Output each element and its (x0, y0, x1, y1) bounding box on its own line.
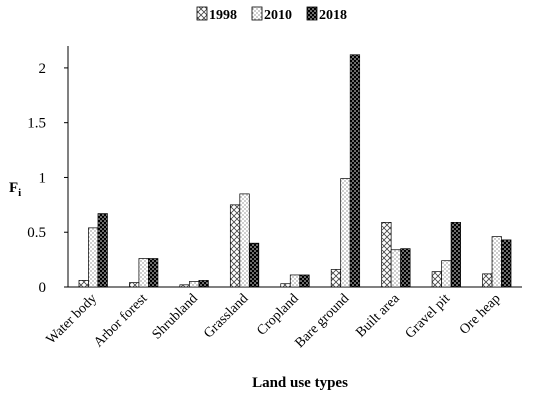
y-axis-title-subscript: i (18, 187, 21, 199)
bar-1998-3 (229, 204, 241, 288)
legend-label-2010: 2010 (264, 8, 292, 23)
bar-2010-3 (239, 193, 250, 288)
legend-label-2018: 2018 (319, 8, 347, 23)
bar-1998-2 (179, 284, 190, 288)
y-axis-title-main: F (9, 180, 18, 196)
legend: 1998 2010 2018 (196, 6, 347, 23)
bar-1998-7 (431, 271, 442, 288)
category-label: Shrubland (150, 291, 201, 342)
legend-item-2010: 2010 (251, 6, 292, 23)
bar-1998-1 (129, 282, 140, 288)
y-axis-title: Fi (9, 180, 21, 199)
legend-swatch-2010 (251, 6, 263, 21)
bar-2018-4 (299, 274, 310, 288)
y-tick-label: 1.5 (27, 116, 46, 132)
legend-swatch-2018 (306, 6, 318, 21)
y-tick-label: 1 (39, 170, 47, 186)
bar-2010-8 (491, 236, 502, 288)
y-tick-label: 0 (39, 280, 47, 296)
category-label: Bare ground (292, 291, 352, 351)
y-tick-labels: 0 0.5 1 1.5 2 (27, 61, 46, 296)
legend-swatch-1998 (196, 6, 208, 21)
y-tick-label: 0.5 (27, 225, 46, 241)
y-tick-label: 2 (39, 61, 47, 77)
bar-2010-5 (340, 178, 351, 288)
category-label: Cropland (254, 291, 301, 338)
bar-2010-4 (289, 274, 301, 288)
bar-2018-1 (148, 258, 159, 288)
category-label: Gravel pit (403, 291, 454, 342)
bars (78, 54, 512, 288)
bar-1998-6 (381, 222, 392, 288)
bar-2010-2 (189, 281, 200, 288)
bar-1998-5 (330, 269, 342, 288)
bar-2010-0 (88, 227, 99, 288)
category-label: Ore heap (457, 291, 504, 338)
x-axis-title: Land use types (252, 375, 348, 391)
bar-2010-1 (138, 258, 149, 288)
category-label: Grassland (201, 291, 251, 341)
bar-2018-5 (349, 54, 361, 288)
bar-1998-4 (280, 283, 291, 288)
category-label: Arbor forest (91, 291, 150, 350)
bar-2018-0 (97, 213, 108, 288)
bar-2018-3 (248, 242, 260, 288)
bar-2010-6 (390, 249, 401, 288)
legend-item-1998: 1998 (196, 6, 237, 23)
legend-item-2018: 2018 (306, 6, 347, 23)
bar-1998-0 (78, 280, 89, 288)
category-label: Built area (353, 291, 403, 341)
bar-2018-6 (400, 248, 411, 288)
legend-label-1998: 1998 (209, 8, 237, 23)
bar-2018-8 (501, 239, 512, 288)
bar-2018-7 (450, 222, 461, 288)
bar-1998-8 (482, 273, 493, 288)
bar-2010-7 (441, 260, 452, 288)
bar-2018-2 (198, 280, 209, 288)
